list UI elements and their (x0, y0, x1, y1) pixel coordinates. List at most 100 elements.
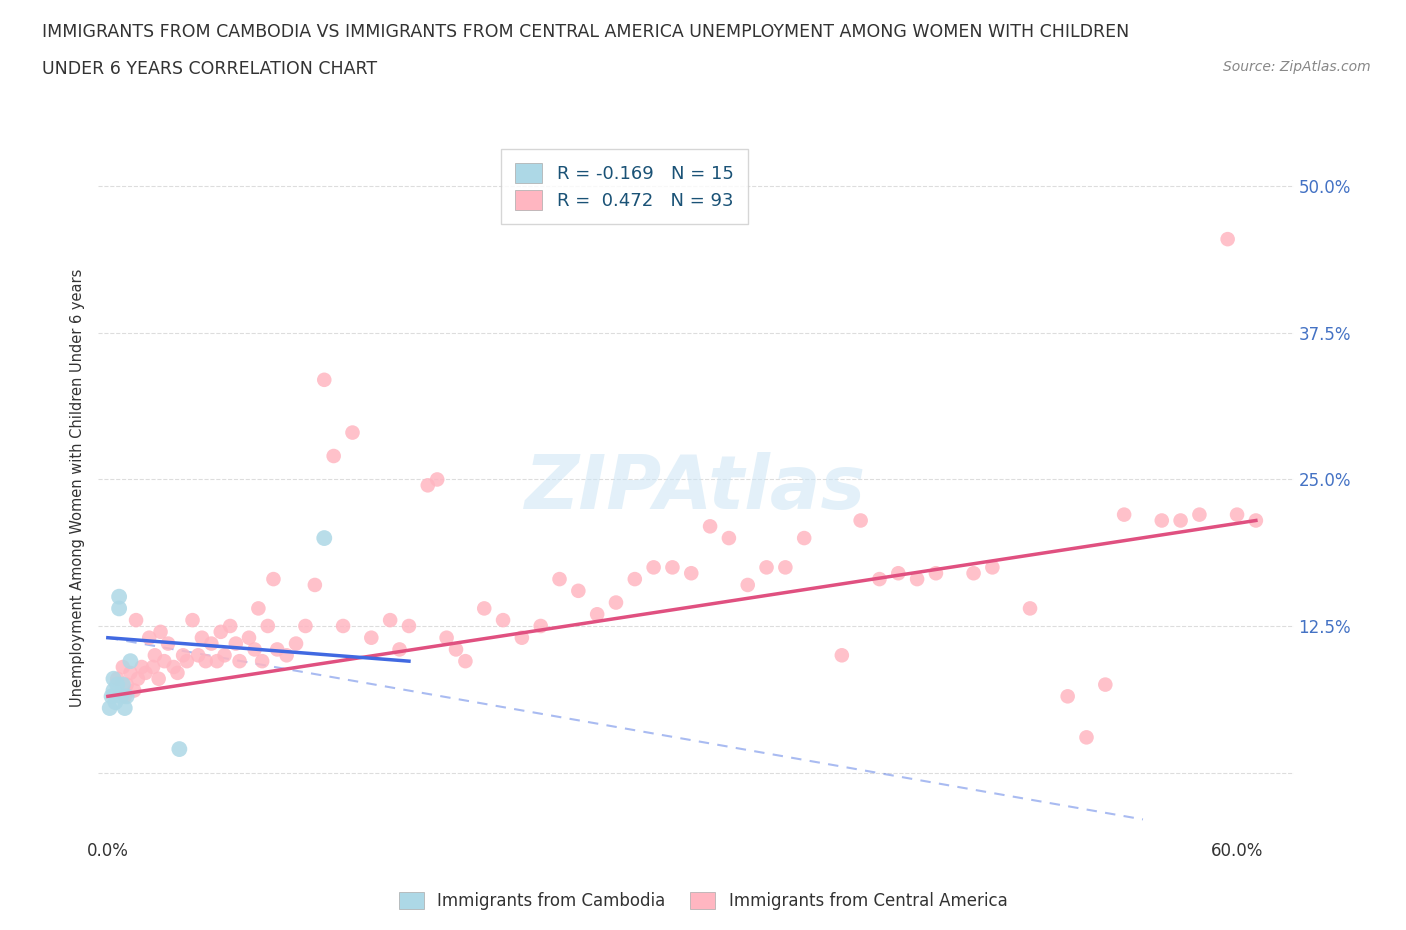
Point (191, 631, 214, 645)
Point (548, 572, 571, 587)
Point (869, 572, 891, 587)
Legend: R = -0.169   N = 15, R =  0.472   N = 93: R = -0.169 N = 15, R = 0.472 N = 93 (501, 149, 748, 224)
Point (472, 601, 495, 616)
Point (108, 590, 131, 604)
Point (1114, 507, 1136, 522)
Point (360, 631, 382, 645)
Point (131, 659, 153, 674)
Point (115, 677, 138, 692)
Point (157, 636, 180, 651)
Point (142, 659, 165, 674)
Point (1150, 513, 1173, 528)
Point (219, 618, 242, 633)
Point (214, 648, 236, 663)
Point (605, 595, 627, 610)
Point (103, 671, 125, 686)
Point (1170, 513, 1192, 528)
Point (125, 613, 148, 628)
Point (134, 666, 156, 681)
Point (304, 578, 326, 592)
Legend: Immigrants from Cambodia, Immigrants from Central America: Immigrants from Cambodia, Immigrants fro… (392, 885, 1014, 917)
Point (100, 689, 122, 704)
Point (444, 642, 467, 657)
Point (699, 519, 721, 534)
Point (256, 618, 278, 633)
Point (1094, 677, 1116, 692)
Point (111, 659, 134, 674)
Point (737, 578, 759, 592)
Point (127, 671, 149, 686)
Point (114, 700, 136, 715)
Point (205, 654, 228, 669)
Point (492, 613, 515, 628)
Point (266, 642, 288, 657)
Point (681, 565, 703, 580)
Point (1226, 507, 1249, 522)
Point (530, 618, 553, 633)
Point (209, 624, 232, 639)
Point (416, 478, 439, 493)
Point (276, 648, 298, 663)
Point (104, 695, 127, 710)
Point (111, 677, 134, 692)
Text: IMMIGRANTS FROM CAMBODIA VS IMMIGRANTS FROM CENTRAL AMERICA UNEMPLOYMENT AMONG W: IMMIGRANTS FROM CAMBODIA VS IMMIGRANTS F… (42, 23, 1129, 41)
Point (717, 531, 740, 546)
Point (194, 654, 217, 669)
Point (187, 648, 209, 663)
Text: UNDER 6 YEARS CORRELATION CHART: UNDER 6 YEARS CORRELATION CHART (42, 60, 377, 78)
Point (115, 689, 138, 704)
Point (294, 618, 316, 633)
Point (793, 531, 815, 546)
Point (962, 565, 984, 580)
Text: ZIPAtlas: ZIPAtlas (526, 452, 866, 525)
Point (114, 689, 136, 704)
Point (586, 607, 609, 622)
Point (247, 601, 270, 616)
Point (567, 583, 589, 598)
Point (342, 425, 364, 440)
Point (169, 741, 191, 756)
Point (110, 689, 132, 704)
Point (831, 648, 853, 663)
Point (314, 372, 336, 387)
Point (143, 648, 166, 663)
Point (661, 560, 683, 575)
Point (163, 659, 186, 674)
Point (166, 666, 188, 681)
Point (200, 636, 222, 651)
Point (436, 631, 458, 645)
Text: Source: ZipAtlas.com: Source: ZipAtlas.com (1223, 60, 1371, 74)
Point (378, 613, 401, 628)
Point (105, 677, 128, 692)
Point (981, 560, 1004, 575)
Point (98, 700, 121, 715)
Point (120, 654, 142, 669)
Point (105, 671, 128, 686)
Point (887, 565, 910, 580)
Point (1056, 689, 1078, 704)
Point (1188, 507, 1211, 522)
Point (849, 513, 872, 528)
Point (314, 531, 336, 546)
Point (905, 572, 928, 587)
Point (454, 654, 477, 669)
Point (138, 631, 160, 645)
Point (225, 636, 247, 651)
Point (176, 654, 198, 669)
Point (153, 654, 176, 669)
Point (1244, 513, 1267, 528)
Point (1076, 730, 1098, 745)
Point (332, 618, 354, 633)
Point (1216, 232, 1239, 246)
Point (120, 666, 142, 681)
Y-axis label: Unemployment Among Women with Children Under 6 years: Unemployment Among Women with Children U… (70, 269, 86, 708)
Point (122, 683, 145, 698)
Point (623, 572, 645, 587)
Point (510, 631, 533, 645)
Point (775, 560, 797, 575)
Point (250, 654, 273, 669)
Point (755, 560, 778, 575)
Point (181, 613, 204, 628)
Point (643, 560, 665, 575)
Point (243, 642, 266, 657)
